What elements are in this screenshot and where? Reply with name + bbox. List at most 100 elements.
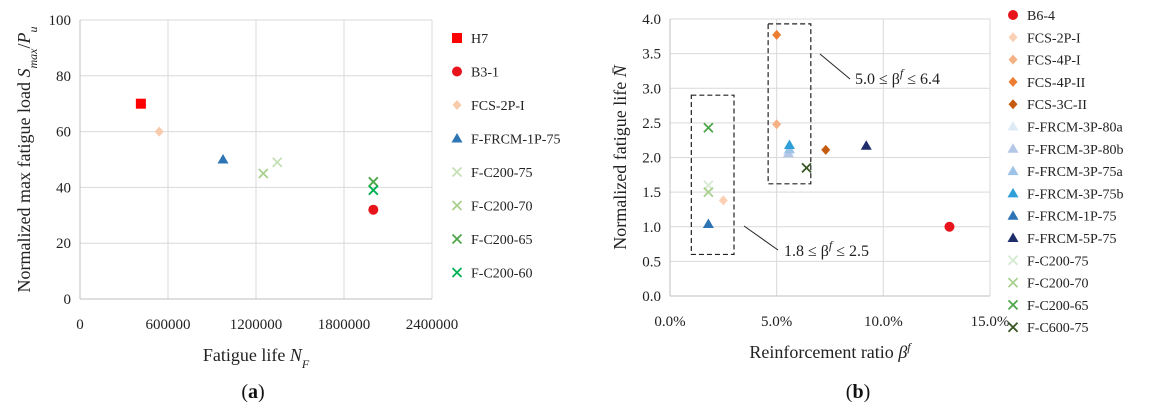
data-point-f-frcm-5p-75 (860, 140, 872, 150)
y-tick-label: 0.0 (642, 289, 661, 305)
x-tick-label: 0.0% (654, 314, 685, 330)
y-axis-label: Normalized max fatigue load Smax/Pu (14, 27, 40, 293)
legend-label-f-c200-70: F-C200-70 (471, 200, 532, 215)
legend-marker-f-c200-75 (1007, 255, 1019, 266)
panel-label: (a) (241, 381, 264, 403)
y-tick-label: 3.5 (642, 47, 661, 63)
legend-label-f-frcm-5p-75: F-FRCM-5P-75 (1027, 232, 1116, 247)
legend-label-fcs-2p-i: FCS-2P-I (471, 99, 525, 114)
legend-label-f-c200-75: F-C200-75 (1027, 254, 1088, 269)
y-tick-label: 2.5 (642, 116, 661, 132)
x-tick-label: 5.0% (761, 314, 792, 330)
x-axis-label: Reinforcement ratio βf (749, 340, 912, 362)
legend-label-f-frcm-3p-75b: F-FRCM-3P-75b (1027, 187, 1123, 202)
y-tick-label: 40 (56, 180, 71, 196)
legend-label-b3-1: B3-1 (471, 66, 499, 81)
data-point-f-c200-60 (368, 185, 379, 196)
y-tick-label: 1.0 (642, 220, 661, 236)
y-tick-label: 3.0 (642, 81, 661, 97)
legend-label-f-c200-60: F-C200-60 (471, 267, 532, 282)
legend-label-fcs-4p-ii: FCS-4P-II (1027, 76, 1086, 91)
legend-marker-b3-1 (452, 66, 462, 77)
legend-label-b6-4: B6-4 (1027, 9, 1055, 24)
data-point-fcs-4p-ii (772, 29, 782, 40)
legend-label-f-frcm-3p-80b: F-FRCM-3P-80b (1027, 143, 1123, 158)
legend-marker-fcs-3c-ii (1008, 99, 1018, 110)
legend-label-f-c200-70: F-C200-70 (1027, 277, 1088, 292)
legend-marker-f-c200-70 (451, 200, 463, 211)
x-tick-label: 0 (76, 317, 84, 333)
x-tick-label: 600000 (146, 317, 191, 333)
legend-marker-fcs-4p-i (1008, 54, 1018, 65)
y-tick-label: 100 (49, 13, 72, 29)
legend-marker-f-c200-75 (451, 166, 463, 178)
data-point-f-frcm-1p-75 (217, 154, 229, 164)
data-point-fcs-2p-i (718, 195, 728, 206)
data-point-f-c200-70 (703, 186, 714, 198)
legend-marker-f-frcm-3p-75a (1007, 165, 1019, 176)
y-tick-label: 4.0 (642, 12, 661, 28)
legend-marker-f-frcm-1p-75 (451, 133, 463, 143)
data-point-f-frcm-1p-75 (702, 218, 714, 228)
legend-marker-f-frcm-1p-75 (1007, 210, 1019, 220)
annotation-leader (819, 53, 851, 80)
y-tick-label: 1.5 (642, 185, 661, 201)
x-axis-label: Fatigue life NF (203, 345, 310, 371)
x-tick-label: 1800000 (318, 317, 371, 333)
chart-a: 0 600000 1200000 1800000 2400000 0 20 40 60 80 100… (14, 13, 560, 403)
annotation-leader (743, 225, 779, 251)
annotation-box (767, 23, 812, 185)
y-tick-label: 20 (56, 236, 71, 252)
y-tick-label: 60 (56, 125, 71, 141)
legend-label-f-frcm-3p-80a: F-FRCM-3P-80a (1027, 121, 1123, 136)
legend-label-f-frcm-1p-75: F-FRCM-1P-75 (471, 133, 560, 148)
legend-marker-f-frcm-3p-75b (1007, 187, 1019, 198)
legend-label-f-frcm-3p-75a: F-FRCM-3P-75a (1027, 165, 1123, 180)
annotation-label: 5.0 ≤ βf ≤ 6.4 (855, 66, 940, 88)
x-tick-label: 15.0% (971, 314, 1010, 330)
data-point-fcs-2p-i (154, 126, 164, 137)
y-tick-label: 0.5 (642, 254, 661, 270)
data-point-fcs-4p-i (772, 119, 782, 130)
legend-marker-f-frcm-3p-80a (1007, 121, 1019, 131)
y-tick-label: 0 (64, 292, 72, 308)
legend-label-f-c200-65: F-C200-65 (1027, 299, 1088, 314)
legend-label-h7: H7 (471, 32, 488, 47)
y-axis-label: Normalized fatigue life N̄ (610, 64, 630, 249)
x-tick-label: 10.0% (864, 314, 903, 330)
panel-label: (b) (846, 381, 870, 403)
data-point-f-c200-65 (703, 122, 714, 133)
legend-marker-fcs-2p-i (452, 100, 462, 110)
chart-b: 0.0% 5.0% 10.0% 15.0% 0.0 0.5 1.0 1.5 2.0 2.5 3.0 3… (610, 9, 1123, 403)
legend-marker-f-c200-65 (1007, 299, 1019, 311)
data-point-f-c200-75 (272, 157, 283, 168)
annotation-box (690, 94, 735, 256)
legend-marker-f-c200-65 (451, 233, 463, 245)
legend-label-f-frcm-1p-75: F-FRCM-1P-75 (1027, 210, 1116, 225)
data-point-f-frcm-3p-75b (783, 139, 795, 150)
data-point-f-c200-70 (258, 168, 269, 179)
y-tick-label: 80 (56, 69, 71, 85)
annotation-label: 1.8 ≤ βf ≤ 2.5 (784, 238, 869, 260)
legend-marker-fcs-2p-i (1008, 32, 1018, 43)
legend-label-fcs-2p-i: FCS-2P-I (1027, 31, 1081, 46)
legend-marker-f-frcm-3p-80b (1007, 143, 1019, 153)
legend-label-fcs-4p-i: FCS-4P-I (1027, 54, 1081, 69)
legend-marker-f-frcm-5p-75 (1007, 232, 1019, 242)
data-point-f-c600-75 (801, 162, 812, 174)
legend-marker-fcs-4p-ii (1008, 76, 1018, 87)
legend-label-f-c600-75: F-C600-75 (1027, 321, 1088, 336)
x-tick-label: 1200000 (230, 317, 283, 333)
legend-marker-b6-4 (1008, 10, 1018, 20)
legend-marker-f-c200-70 (1007, 277, 1019, 288)
data-point-b6-4 (944, 221, 955, 232)
legend-marker-f-c200-60 (451, 267, 463, 278)
legend-label-f-c200-65: F-C200-65 (471, 233, 532, 248)
data-point-fcs-3c-ii (821, 144, 831, 155)
legend-marker-f-c600-75 (1007, 322, 1019, 333)
data-point-b3-1 (368, 204, 379, 215)
legend-label-f-c200-75: F-C200-75 (471, 166, 532, 181)
legend-label-fcs-3c-ii: FCS-3C-II (1027, 98, 1087, 113)
legend-marker-h7 (452, 33, 462, 43)
